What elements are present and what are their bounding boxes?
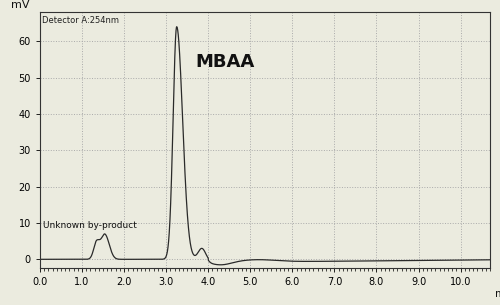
- Text: mV: mV: [11, 0, 29, 10]
- Text: Unknown by-product: Unknown by-product: [44, 221, 137, 230]
- Text: min: min: [494, 289, 500, 299]
- Text: Detector A:254nm: Detector A:254nm: [42, 16, 119, 25]
- Text: MBAA: MBAA: [196, 53, 255, 71]
